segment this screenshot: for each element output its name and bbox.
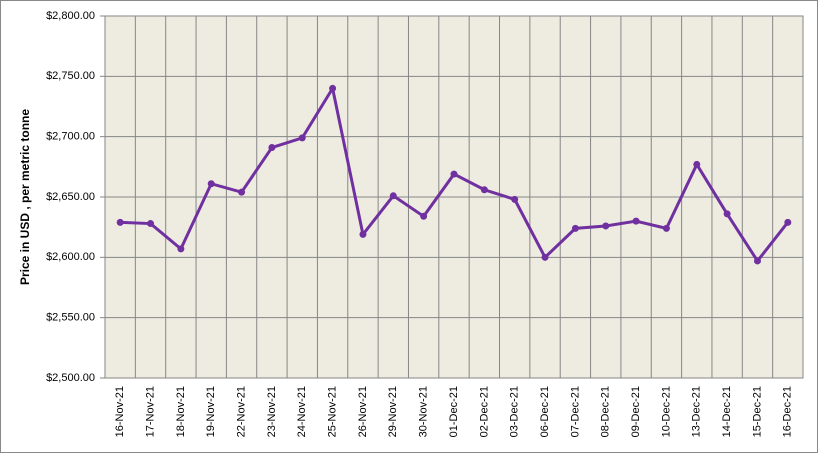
data-point xyxy=(753,257,761,265)
data-point xyxy=(723,210,731,218)
x-tick-label: 25-Nov-21 xyxy=(327,386,339,437)
data-point xyxy=(329,84,337,92)
x-tick-label: 13-Dec-21 xyxy=(691,386,703,437)
x-tick-label: 30-Nov-21 xyxy=(418,386,430,437)
data-point xyxy=(420,212,428,220)
y-tick-label: $2,800.00 xyxy=(46,10,95,22)
data-point xyxy=(389,192,397,200)
data-point xyxy=(662,224,670,232)
x-tick-label: 01-Dec-21 xyxy=(448,386,460,437)
x-tick-label: 18-Nov-21 xyxy=(175,386,187,437)
x-tick-label: 17-Nov-21 xyxy=(144,386,156,437)
x-tick-label: 15-Dec-21 xyxy=(751,386,763,437)
data-point xyxy=(238,188,246,196)
y-tick-label: $2,750.00 xyxy=(46,70,95,82)
x-tick-label: 26-Nov-21 xyxy=(357,386,369,437)
data-point xyxy=(450,170,458,178)
data-point xyxy=(632,217,640,225)
data-point xyxy=(268,144,276,152)
y-tick-label: $2,550.00 xyxy=(46,312,95,324)
data-point xyxy=(147,220,155,228)
data-point xyxy=(541,253,549,261)
y-tick-label: $2,500.00 xyxy=(46,372,95,384)
x-tick-label: 06-Dec-21 xyxy=(539,386,551,437)
x-tick-label: 02-Dec-21 xyxy=(478,386,490,437)
x-tick-label: 09-Dec-21 xyxy=(630,386,642,437)
x-tick-label: 29-Nov-21 xyxy=(387,386,399,437)
data-point xyxy=(693,160,701,168)
data-point xyxy=(784,218,792,226)
data-point xyxy=(571,224,579,232)
x-tick-label: 07-Dec-21 xyxy=(569,386,581,437)
x-tick-label: 19-Nov-21 xyxy=(205,386,217,437)
data-point xyxy=(298,134,306,142)
data-point xyxy=(511,195,519,203)
x-tick-label: 03-Dec-21 xyxy=(509,386,521,437)
x-tick-label: 08-Dec-21 xyxy=(600,386,612,437)
y-tick-label: $2,700.00 xyxy=(46,131,95,143)
data-point xyxy=(480,186,488,194)
x-tick-label: 16-Nov-21 xyxy=(114,386,126,437)
data-point xyxy=(602,222,610,230)
y-tick-label: $2,650.00 xyxy=(46,191,95,203)
y-tick-label: $2,600.00 xyxy=(46,251,95,263)
data-point xyxy=(359,230,367,238)
x-tick-label: 10-Dec-21 xyxy=(660,386,672,437)
x-tick-label: 24-Nov-21 xyxy=(296,386,308,437)
x-tick-label: 23-Nov-21 xyxy=(266,386,278,437)
data-point xyxy=(207,180,215,188)
x-tick-label: 16-Dec-21 xyxy=(782,386,794,437)
x-tick-label: 14-Dec-21 xyxy=(721,386,733,437)
x-tick-label: 22-Nov-21 xyxy=(235,386,247,437)
data-point xyxy=(116,218,124,226)
y-axis-label: Price in USD , per metric tonne xyxy=(18,109,32,285)
data-point xyxy=(177,245,185,253)
